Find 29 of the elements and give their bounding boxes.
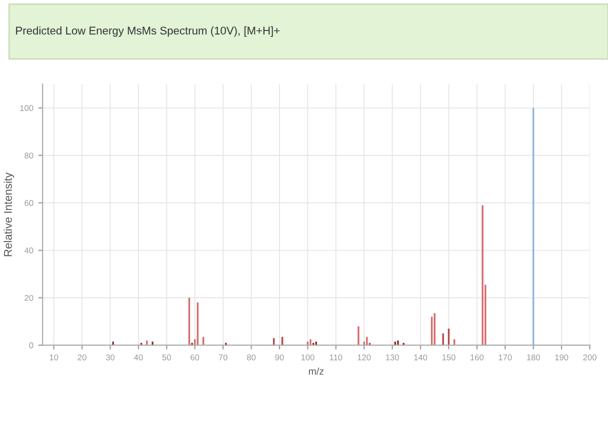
x-tick-label: 10 — [50, 354, 58, 360]
x-tick-label: 70 — [218, 354, 228, 360]
x-tick-label: 120 — [358, 354, 371, 360]
x-tick-label: 50 — [162, 354, 171, 360]
x-tick-label: 190 — [555, 354, 568, 360]
x-tick-label: 100 — [301, 354, 314, 360]
x-tick-label: 30 — [106, 354, 115, 360]
x-tick-label: 180 — [527, 354, 540, 360]
y-tick-label: 60 — [24, 200, 34, 206]
y-tick-label: 0 — [29, 342, 34, 348]
x-tick-label: 60 — [190, 354, 200, 360]
x-tick-label: 200 — [583, 354, 596, 360]
x-tick-label: 80 — [247, 354, 256, 360]
x-tick-label: 170 — [498, 354, 512, 360]
x-tick-label: 130 — [386, 354, 399, 360]
x-tick-label: 110 — [330, 354, 342, 360]
x-tick-label: 160 — [470, 354, 484, 360]
y-tick-label: 40 — [24, 248, 34, 254]
x-tick-label: 40 — [134, 354, 143, 360]
x-tick-label: 150 — [442, 354, 456, 360]
chart-title: Predicted Low Energy MsMs Spectrum (10V), [M+H]+ — [16, 26, 280, 37]
y-tick-label: 20 — [24, 294, 34, 301]
y-axis-title: Relative Intensity — [4, 172, 14, 256]
x-axis-title: m/z — [308, 368, 324, 375]
x-tick-label: 90 — [275, 354, 284, 360]
y-tick-label: 100 — [20, 105, 34, 112]
x-tick-label: 140 — [414, 354, 428, 360]
x-tick-label: 20 — [78, 354, 86, 360]
y-tick-label: 80 — [24, 152, 34, 158]
